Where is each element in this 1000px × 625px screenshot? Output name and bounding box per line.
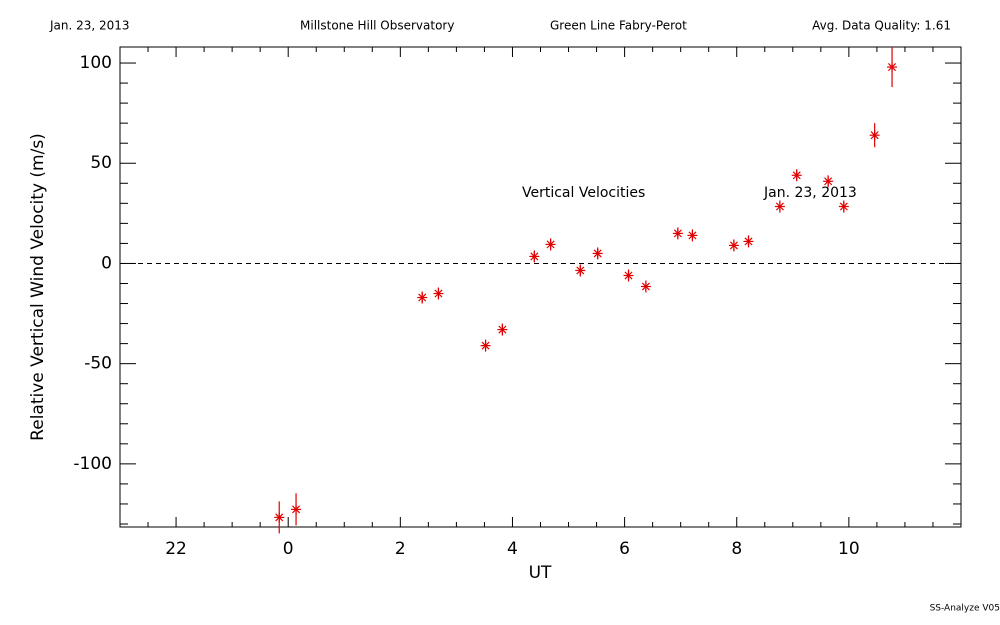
- data-point: [791, 170, 802, 181]
- asterisk-stroke: [498, 325, 507, 334]
- y-tick-label: -50: [84, 354, 112, 374]
- asterisk-stroke: [673, 229, 682, 238]
- asterisk-stroke: [418, 293, 427, 302]
- data-point: [497, 324, 508, 335]
- data-point: [545, 239, 556, 250]
- asterisk-stroke: [839, 202, 848, 211]
- data-point: [529, 251, 540, 262]
- data-point: [623, 270, 634, 281]
- asterisk-stroke: [775, 202, 784, 211]
- header-date: Jan. 23, 2013: [49, 19, 130, 33]
- data-point: [672, 228, 683, 239]
- y-tick-label: 100: [80, 53, 112, 73]
- data-point: [480, 340, 491, 351]
- asterisk-stroke: [641, 282, 650, 291]
- asterisk-stroke: [744, 237, 753, 246]
- data-point: [640, 281, 651, 292]
- asterisk-stroke: [870, 131, 879, 140]
- y-tick-label: 0: [101, 253, 112, 273]
- asterisk-stroke: [624, 271, 633, 280]
- asterisk-stroke: [275, 513, 284, 522]
- asterisk-stroke: [434, 289, 443, 298]
- data-point: [575, 265, 586, 276]
- x-tick-label: 0: [283, 539, 294, 559]
- x-tick-label: 10: [838, 539, 860, 559]
- asterisk-stroke: [292, 505, 301, 514]
- plot-frame: [119, 46, 962, 528]
- data-point: [592, 248, 603, 259]
- header-quality: Avg. Data Quality: 1.61: [812, 19, 951, 33]
- x-axis-label: UT: [529, 563, 552, 583]
- asterisk-stroke: [688, 231, 697, 240]
- data-point: [687, 230, 698, 241]
- data-point: [417, 292, 428, 303]
- data-point: [433, 288, 444, 299]
- asterisk-stroke: [481, 341, 490, 350]
- asterisk-stroke: [576, 266, 585, 275]
- header-site: Millstone Hill Observatory: [300, 19, 454, 33]
- annotation: Jan. 23, 2013: [763, 185, 857, 201]
- data-point: [728, 240, 739, 251]
- x-tick-label: 22: [165, 539, 187, 559]
- footer: SS-Analyze V05: [930, 604, 1000, 614]
- data-point: [823, 176, 834, 187]
- asterisk-stroke: [530, 252, 539, 261]
- data-point: [869, 130, 880, 141]
- data-point: [887, 62, 898, 73]
- data-point: [743, 236, 754, 247]
- x-tick-label: 8: [731, 539, 742, 559]
- data-point: [291, 504, 302, 515]
- x-tick-label: 4: [507, 539, 518, 559]
- asterisk-stroke: [888, 63, 897, 72]
- x-tick-label: 6: [619, 539, 630, 559]
- data-point: [274, 512, 285, 523]
- asterisk-stroke: [792, 171, 801, 180]
- x-tick-label: 2: [395, 539, 406, 559]
- y-tick-label: -100: [73, 454, 112, 474]
- asterisk-stroke: [593, 249, 602, 258]
- asterisk-stroke: [729, 241, 738, 250]
- y-axis-label: Relative Vertical Wind Velocity (m/s): [28, 133, 48, 441]
- y-tick-label: 50: [90, 153, 112, 173]
- header-instrument: Green Line Fabry-Perot: [550, 19, 687, 33]
- annotation: Vertical Velocities: [522, 185, 645, 201]
- data-point: [774, 201, 785, 212]
- asterisk-stroke: [824, 177, 833, 186]
- data-point: [838, 201, 849, 212]
- asterisk-stroke: [546, 240, 555, 249]
